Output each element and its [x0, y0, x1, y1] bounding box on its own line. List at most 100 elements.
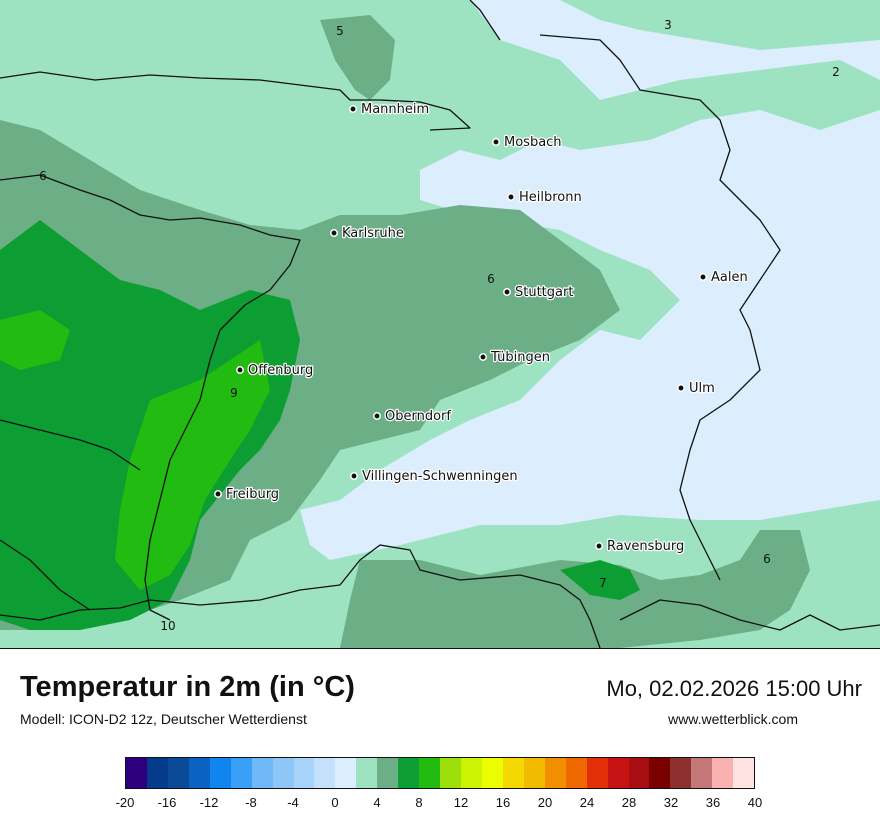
legend-tick-label: 8	[415, 795, 423, 810]
legend-swatch	[733, 758, 755, 788]
legend-swatch	[544, 758, 566, 788]
legend-swatch	[502, 758, 524, 788]
city-markers: Mannheim Mosbach Heilbronn Karlsruhe Stuttga…	[214, 101, 749, 555]
legend-swatch	[251, 758, 273, 788]
city-offenburg[interactable]: Offenburg	[236, 362, 314, 379]
city-label: Stuttgart	[515, 285, 573, 300]
city-dot	[503, 288, 511, 296]
isoline-label: 6	[39, 169, 47, 183]
legend-swatch	[586, 758, 608, 788]
color-legend	[125, 757, 755, 789]
legend-tick-label: 12	[453, 795, 469, 810]
map-title: Temperatur in 2m (in °C)	[20, 671, 355, 703]
city-label: Villingen-Schwenningen	[362, 469, 518, 484]
border-line-west	[0, 419, 141, 611]
legend-swatch	[293, 758, 315, 788]
isoline-label: 9	[230, 386, 238, 400]
legend-swatch	[209, 758, 231, 788]
legend-swatch	[565, 758, 587, 788]
temp-band-mid-green-rhine	[320, 15, 395, 100]
city-dot	[507, 193, 515, 201]
legend-swatch	[335, 758, 357, 788]
city-oberndorf[interactable]: Oberndorf	[373, 408, 453, 425]
legend-tick-label: 28	[621, 795, 637, 810]
city-dot	[236, 366, 244, 374]
city-label: Tübingen	[490, 350, 550, 365]
legend-swatch	[146, 758, 168, 788]
temp-band-bright-green-2	[0, 310, 70, 370]
legend-tick-label: 40	[747, 795, 763, 810]
legend-tick-label: -16	[157, 795, 177, 810]
city-dot	[595, 542, 603, 550]
site-url[interactable]: www.wetterblick.com	[668, 711, 798, 727]
legend-tick-label: -4	[287, 795, 299, 810]
temp-band-light-green-north	[560, 0, 880, 50]
legend-swatch	[691, 758, 713, 788]
city-dot	[479, 353, 487, 361]
city-dot	[214, 490, 222, 498]
legend-tick-label: 0	[331, 795, 339, 810]
city-stuttgart[interactable]: Stuttgart	[503, 284, 575, 301]
legend-swatch	[188, 758, 210, 788]
city-dot	[373, 412, 381, 420]
city-label: Mannheim	[361, 102, 429, 117]
legend-swatch	[712, 758, 734, 788]
city-dot	[349, 105, 357, 113]
city-label: Aalen	[711, 270, 748, 285]
forecast-datetime: Mo, 02.02.2026 15:00 Uhr	[606, 676, 862, 701]
legend-tick-label: 36	[705, 795, 721, 810]
border-line-swiss	[0, 544, 880, 648]
city-ulm[interactable]: Ulm	[677, 380, 716, 397]
legend-swatch	[649, 758, 671, 788]
city-label: Ulm	[689, 381, 715, 396]
legend-swatch	[440, 758, 461, 788]
legend-swatch	[230, 758, 252, 788]
city-villingen-schwenningen[interactable]: Villingen-Schwenningen	[350, 468, 519, 485]
legend-swatch	[126, 758, 147, 788]
city-dot	[492, 138, 500, 146]
city-label: Mosbach	[504, 135, 562, 150]
city-dot	[350, 472, 358, 480]
city-heilbronn[interactable]: Heilbronn	[507, 189, 583, 206]
isoline-labels: 5 3 2 6 6 9 6 7 10	[39, 18, 840, 633]
legend-tick-label: 16	[495, 795, 511, 810]
legend-ticks: -20 -16 -12 -8 -4 0 4 8 12 16 20 24 28 32 36 40	[116, 795, 763, 815]
legend-swatch	[398, 758, 420, 788]
city-label: Freiburg	[226, 487, 279, 502]
city-t-bingen[interactable]: Tübingen	[479, 349, 551, 366]
legend-tick-label: -12	[199, 795, 219, 810]
temperature-map[interactable]: 5 3 2 6 6 9 6 7 10 Mannheim Mosbach Heilbronn Karls…	[0, 0, 880, 649]
city-karlsruhe[interactable]: Karlsruhe	[330, 225, 405, 242]
legend-swatch	[419, 758, 441, 788]
isoline-label: 6	[763, 552, 771, 566]
isoline-label: 6	[487, 272, 495, 286]
city-mosbach[interactable]: Mosbach	[492, 134, 563, 151]
legend-tick-label: -20	[115, 795, 135, 810]
legend-tick-label: 4	[373, 795, 381, 810]
isoline-label: 2	[832, 65, 840, 79]
city-freiburg[interactable]: Freiburg	[214, 486, 280, 503]
city-mannheim[interactable]: Mannheim	[349, 101, 430, 118]
border-line-rhine	[0, 174, 301, 621]
city-aalen[interactable]: Aalen	[699, 269, 749, 286]
legend-tick-label: 24	[579, 795, 595, 810]
legend-swatch	[314, 758, 336, 788]
temp-band-green-ravensburg	[560, 560, 640, 600]
legend-swatch	[670, 758, 692, 788]
city-label: Oberndorf	[385, 409, 451, 424]
legend-swatch	[356, 758, 378, 788]
legend-swatch	[481, 758, 503, 788]
temp-band-mid-green-south	[340, 530, 810, 648]
legend-swatch	[461, 758, 482, 788]
isoline-label: 10	[160, 619, 175, 633]
city-ravensburg[interactable]: Ravensburg	[595, 538, 685, 555]
city-dot	[677, 384, 685, 392]
isoline-label: 5	[336, 24, 344, 38]
city-dot	[330, 229, 338, 237]
city-label: Heilbronn	[519, 190, 582, 205]
city-label: Karlsruhe	[342, 226, 404, 241]
isoline-label: 3	[664, 18, 672, 32]
legend-swatch	[523, 758, 545, 788]
map-canvas: 5 3 2 6 6 9 6 7 10 Mannheim Mosbach Heilbronn Karls…	[0, 0, 880, 648]
isoline-label: 7	[599, 576, 607, 590]
